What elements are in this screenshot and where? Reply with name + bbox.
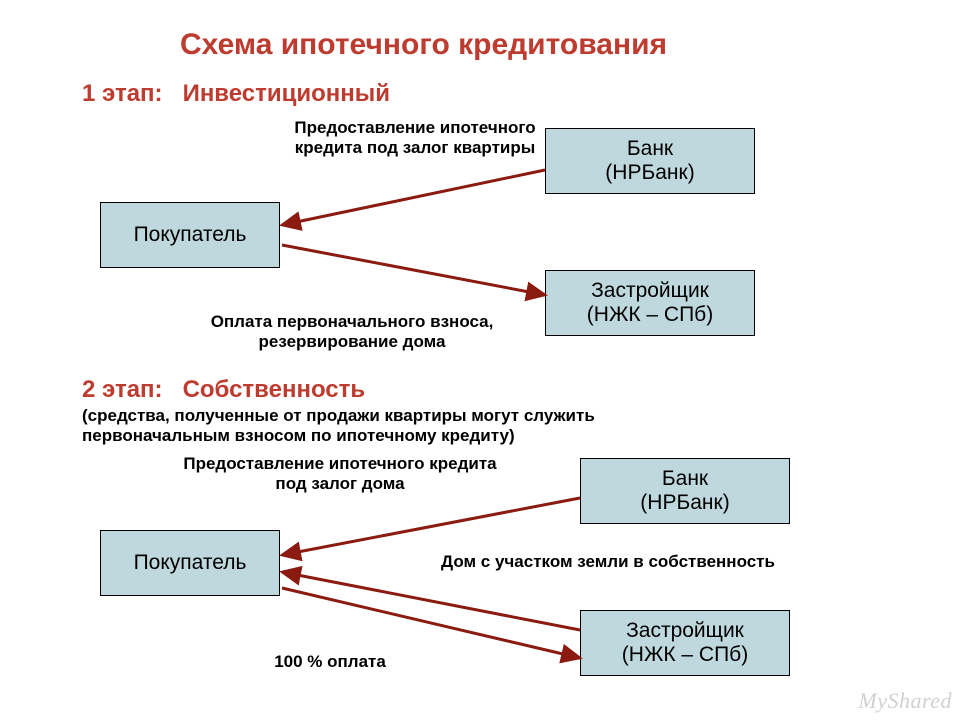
arrows-layer: [0, 0, 960, 720]
node-bank1-label: Банк(НРБанк): [605, 137, 694, 185]
node-dev1: Застройщик(НЖК – СПб): [545, 270, 755, 336]
node-bank1: Банк(НРБанк): [545, 128, 755, 194]
stage1-label: 1 этап: Инвестиционный: [82, 80, 390, 108]
edge-label-2: Предоставление ипотечного кредита под за…: [170, 454, 510, 495]
node-buyer1-label: Покупатель: [134, 223, 247, 247]
node-buyer2-label: Покупатель: [134, 551, 247, 575]
watermark: MyShared: [858, 688, 952, 714]
stage2-prefix: 2 этап:: [82, 376, 163, 403]
node-dev2-label: Застройщик(НЖК – СПб): [622, 619, 748, 667]
stage1-prefix: 1 этап:: [82, 80, 163, 107]
node-buyer1: Покупатель: [100, 202, 280, 268]
stage2-label: 2 этап: Собственность: [82, 376, 365, 404]
diagram-title: Схема ипотечного кредитования: [180, 28, 667, 62]
edge-label-0: Предоставление ипотечного кредита под за…: [290, 118, 540, 159]
node-buyer2: Покупатель: [100, 530, 280, 596]
edge-label-1: Оплата первоначального взноса, резервиро…: [192, 312, 512, 353]
stage2-subtext: (средства, полученные от продажи квартир…: [82, 406, 642, 446]
node-bank2: Банк(НРБанк): [580, 458, 790, 524]
stage2-name: Собственность: [183, 376, 366, 403]
node-dev2: Застройщик(НЖК – СПб): [580, 610, 790, 676]
node-bank2-label: Банк(НРБанк): [640, 467, 729, 515]
edge-label-3: Дом с участком земли в собственность: [418, 552, 798, 572]
stage1-name: Инвестиционный: [183, 80, 390, 107]
node-dev1-label: Застройщик(НЖК – СПб): [587, 279, 713, 327]
edge-label-4: 100 % оплата: [250, 652, 410, 672]
